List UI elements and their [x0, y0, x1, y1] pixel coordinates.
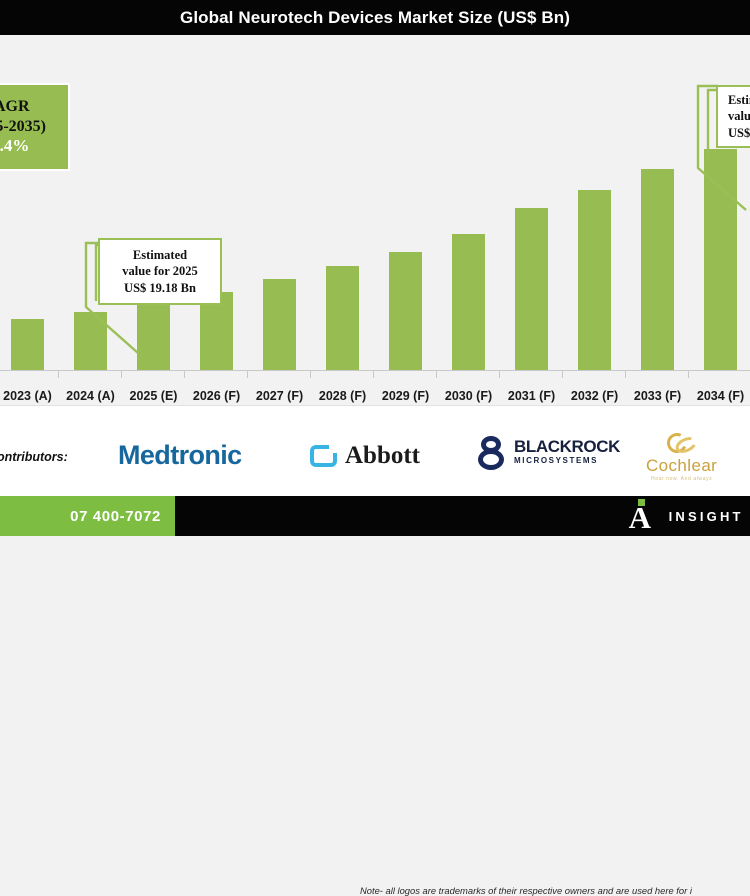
bar-2030f	[452, 234, 485, 370]
infographic-page: Global Neurotech Devices Market Size (US…	[0, 0, 750, 536]
cochlear-logo-text: Cochlear	[646, 456, 718, 475]
blackrock-microsystems-logo: BLACKROCK MICROSYSTEMS	[478, 436, 620, 470]
x-axis-label-2028f: 2028 (F)	[318, 389, 367, 403]
medtronic-logo-text: Medtronic	[118, 440, 242, 470]
x-axis-label-2023a: 2023 (A)	[3, 389, 52, 403]
insightace-brand: A INSIGHT ACE A	[629, 496, 750, 536]
footer-phone-number[interactable]: 07 400-7072	[70, 507, 161, 525]
x-axis-tick	[436, 370, 437, 378]
blackrock-logo-text-group: BLACKROCK MICROSYSTEMS	[514, 438, 620, 468]
estimated-2025-line-2: value for 2025	[122, 264, 198, 279]
x-axis-tick	[373, 370, 374, 378]
footer-bar: 07 400-7072 A INSIGHT ACE A	[0, 496, 750, 536]
bar-2034f	[704, 149, 737, 370]
trademark-note: Note- all logos are trademarks of their …	[360, 885, 692, 896]
x-axis-line	[0, 370, 750, 371]
insightace-brand-name: INSIGHT ACE A	[668, 508, 750, 524]
bar-2032f	[578, 190, 611, 370]
abbott-logo: Abbott	[310, 442, 420, 470]
x-axis-label-2032f: 2032 (F)	[570, 389, 619, 403]
bar-2033f	[641, 169, 674, 370]
x-axis-label-2024a: 2024 (A)	[66, 389, 115, 403]
blackrock-logo-subtext: MICROSYSTEMS	[514, 456, 599, 466]
cagr-line-2: (2025-2035)	[0, 117, 46, 135]
cochlear-logo-subtext: Hear now. And always	[651, 476, 713, 483]
x-axis-label-2027f: 2027 (F)	[255, 389, 304, 403]
forecast-2035-line-2: value for 2035	[728, 109, 750, 124]
x-axis-label-2025e: 2025 (E)	[129, 389, 178, 403]
x-axis-tick	[247, 370, 248, 378]
x-axis-label-2030f: 2030 (F)	[444, 389, 493, 403]
x-axis-tick	[58, 370, 59, 378]
insightace-logo-initial: A	[628, 500, 651, 535]
blackrock-mark-icon	[478, 436, 508, 470]
x-axis-tick	[499, 370, 500, 378]
cochlear-mark-icon	[665, 432, 699, 456]
bar-2027f	[263, 279, 296, 370]
insightace-logo-dot-icon	[637, 499, 645, 506]
cochlear-logo: Cochlear Hear now. And always	[646, 432, 717, 482]
x-axis-tick	[310, 370, 311, 378]
leader-line-2035	[696, 84, 747, 211]
chart-title-bar: Global Neurotech Devices Market Size (US…	[0, 0, 750, 35]
forecast-2035-line-1: Estimated	[728, 93, 750, 108]
bar-2028f	[326, 266, 359, 370]
footer-phone-bar: 07 400-7072	[0, 496, 175, 536]
bar-2026f	[200, 292, 233, 370]
bar-2025e	[137, 304, 170, 370]
medtronic-logo: Medtronic	[118, 440, 242, 471]
x-axis-tick	[625, 370, 626, 378]
cagr-line-3: 12.4%	[0, 136, 30, 156]
x-axis-tick	[184, 370, 185, 378]
x-axis-label-2031f: 2031 (F)	[507, 389, 556, 403]
insightace-logo-icon: A	[628, 499, 655, 535]
blackrock-logo-text: BLACKROCK	[514, 437, 620, 457]
callout-forecast-2035: Estimated value for 2035 US$ 61.74 Bn	[716, 85, 750, 148]
abbott-mark-icon	[310, 445, 337, 467]
cagr-line-1: CAGR	[0, 98, 30, 116]
callout-estimated-2025: Estimated value for 2025 US$ 19.18 Bn	[98, 238, 222, 305]
contributors-strip: Top Contributors: Medtronic Abbott BLACK…	[0, 405, 750, 896]
x-axis-tick	[688, 370, 689, 378]
forecast-2035-line-3: US$ 61.74 Bn	[728, 125, 750, 140]
estimated-2025-line-3: US$ 19.18 Bn	[124, 280, 196, 295]
page-title: Global Neurotech Devices Market Size (US…	[180, 7, 570, 27]
bar-2031f	[515, 208, 548, 370]
x-axis-tick	[121, 370, 122, 378]
estimated-2025-line-1: Estimated	[132, 248, 188, 263]
x-axis-tick	[562, 370, 563, 378]
contributors-label: Top Contributors:	[0, 450, 68, 464]
bar-chart-plot-area: 2023 (A) 2024 (A) 2025 (E) 2026 (F) 2027 (F)…	[0, 35, 750, 405]
x-axis-label-2034f: 2034 (F)	[696, 389, 745, 403]
callout-cagr: CAGR (2025-2035) 12.4%	[0, 83, 70, 171]
x-axis-label-2026f: 2026 (F)	[192, 389, 241, 403]
x-axis-label-2033f: 2033 (F)	[633, 389, 682, 403]
x-axis-label-2029f: 2029 (F)	[381, 389, 430, 403]
bar-2029f	[389, 252, 422, 370]
abbott-logo-text: Abbott	[345, 442, 421, 469]
bar-2023a	[11, 319, 44, 370]
